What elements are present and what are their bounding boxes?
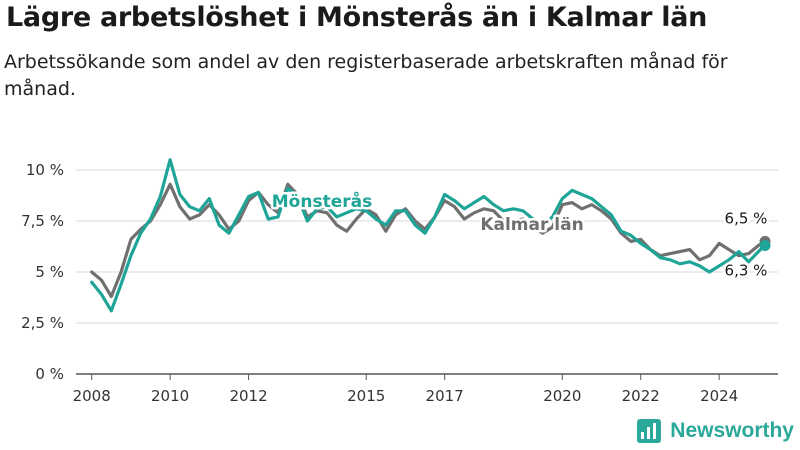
newsworthy-brand: Newsworthy [636,418,794,444]
svg-text:Mönsterås: Mönsterås [272,190,372,212]
y-tick-label: 2,5 % [21,314,64,332]
x-axis-ticks: 2008 2010 2012 2015 2017 2020 2022 2024 [73,374,738,405]
svg-text:Kalmar län: Kalmar län [480,215,583,235]
x-tick-label: 2020 [543,387,581,405]
y-tick-label: 10 % [26,161,64,179]
x-tick-label: 2008 [73,387,111,405]
brand-name: Newsworthy [670,419,794,442]
x-tick-label: 2022 [622,387,660,405]
x-tick-label: 2017 [426,387,464,405]
x-tick-label: 2010 [151,387,189,405]
svg-text:Kalmar län: Kalmar län [480,215,583,235]
svg-text:6,3 %: 6,3 % [725,261,768,279]
y-axis-tick-labels: 0 % 2,5 % 5 % 7,5 % 10 % [21,161,64,383]
end-value-label-kalmar-lan: 6,5 %6,5 % [722,207,770,230]
y-tick-label: 0 % [35,365,64,383]
end-point-monsteras [759,239,771,251]
svg-text:Mönsterås: Mönsterås [272,190,372,212]
end-value-label-monsteras: 6,3 %6,3 % [722,259,770,282]
y-tick-label: 7,5 % [21,212,64,230]
newsworthy-chart-logo-icon [637,419,662,443]
chart-title: Lägre arbetslöshet i Mönsterås än i Kalm… [6,2,708,33]
svg-text:6,5 %: 6,5 % [725,209,768,227]
series-line-kalmar-lan [90,182,767,299]
chart-subtitle: Arbetssökande som andel av den registerb… [4,51,728,100]
svg-text:6,5 %: 6,5 % [725,209,768,227]
x-tick-label: 2015 [347,387,385,405]
x-tick-label: 2024 [700,387,738,405]
series-lines [90,158,771,313]
series-line-monsteras [90,158,767,313]
svg-text:6,3 %: 6,3 % [725,261,768,279]
y-tick-label: 5 % [35,263,64,281]
gridlines [76,169,778,375]
x-tick-label: 2012 [229,387,267,405]
